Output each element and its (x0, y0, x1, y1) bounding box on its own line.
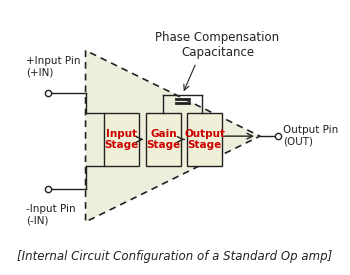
Text: [Internal Circuit Configuration of a Standard Op amp]: [Internal Circuit Configuration of a Sta… (18, 250, 332, 263)
Text: Phase Compensation
Capacitance: Phase Compensation Capacitance (155, 31, 280, 59)
Text: +Input Pin
(+IN): +Input Pin (+IN) (26, 56, 81, 78)
Text: Output
Stage: Output Stage (184, 129, 225, 150)
Text: Gain
Stage: Gain Stage (147, 129, 181, 150)
Text: -Input Pin
(-IN): -Input Pin (-IN) (26, 204, 76, 226)
Text: Output Pin
(OUT): Output Pin (OUT) (283, 125, 338, 147)
Polygon shape (85, 50, 260, 222)
FancyBboxPatch shape (104, 113, 139, 166)
Text: Input
Stage: Input Stage (104, 129, 138, 150)
FancyBboxPatch shape (146, 113, 181, 166)
FancyBboxPatch shape (187, 113, 222, 166)
